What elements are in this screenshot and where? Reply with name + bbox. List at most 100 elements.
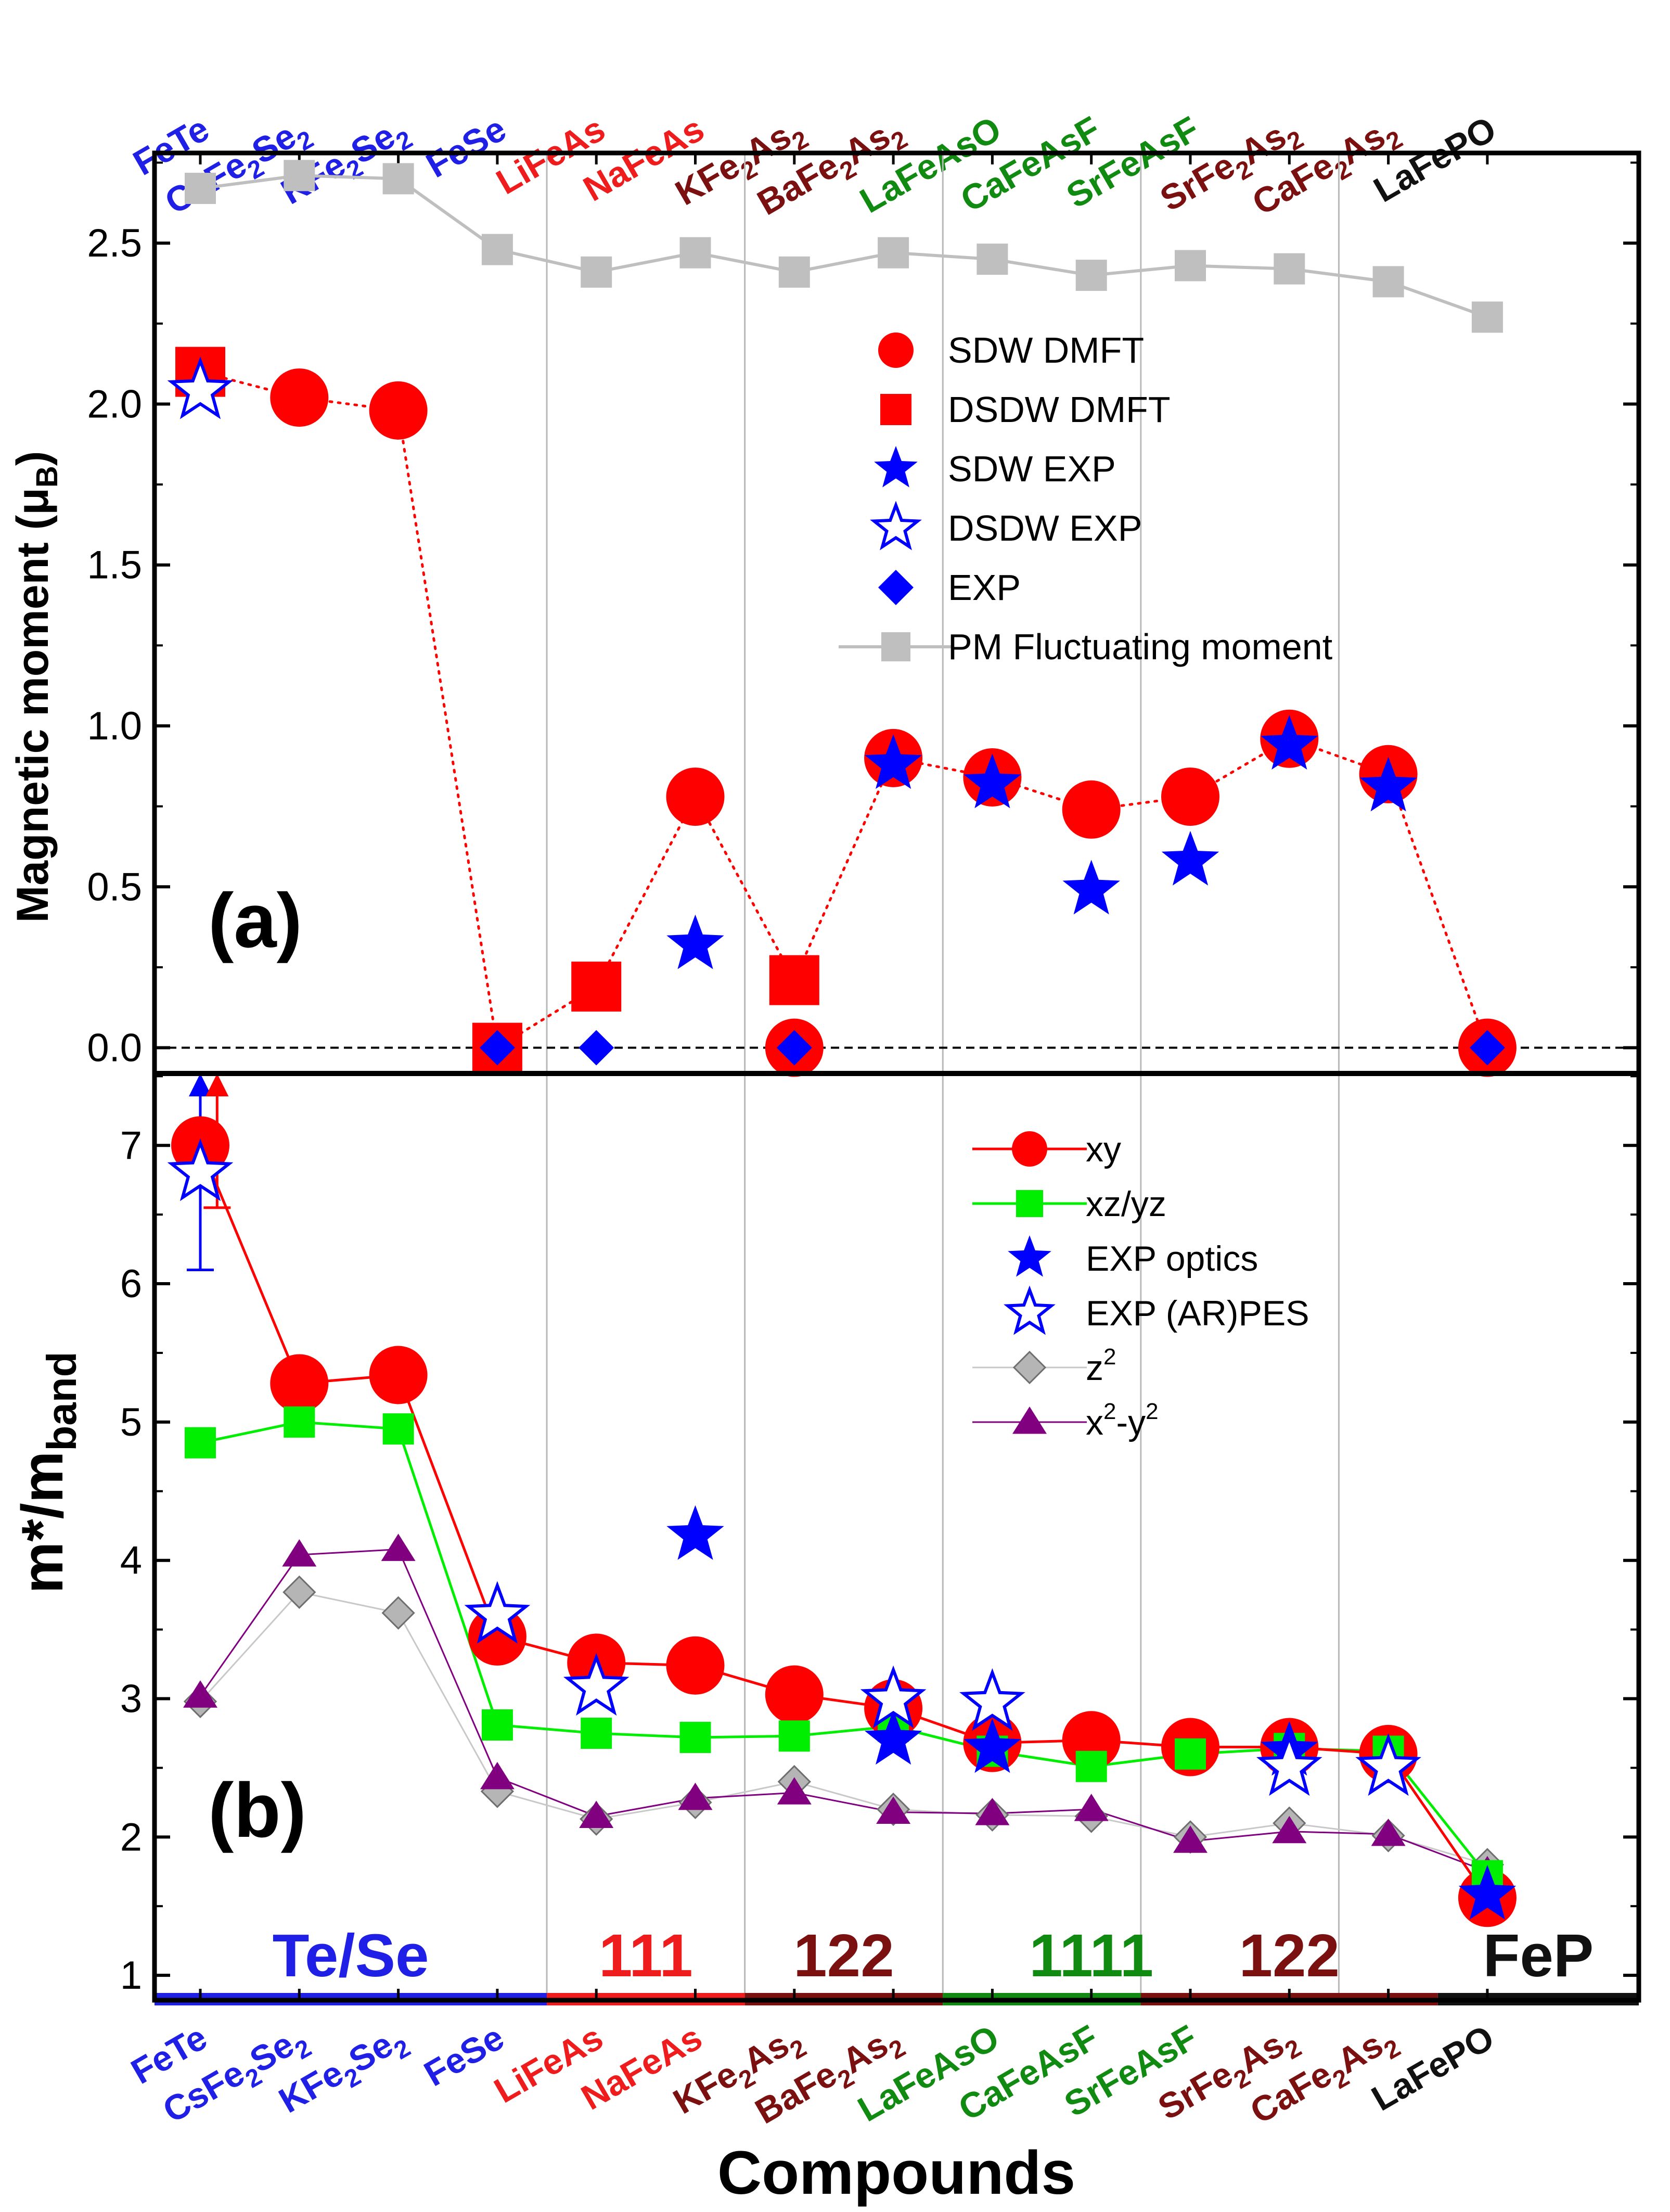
- panel-b-tick-label: 1: [120, 1953, 142, 1998]
- legend-text: z: [1086, 1348, 1103, 1388]
- exp-arpes-point: [563, 1653, 630, 1716]
- x2y2-point: [975, 1798, 1010, 1825]
- exp-point: [776, 1030, 812, 1066]
- panel-b-tick-label: 2: [120, 1815, 142, 1859]
- sdw-dmft-point: [1161, 768, 1219, 826]
- pm-point: [185, 173, 216, 204]
- sdw-dmft-point: [1062, 780, 1121, 839]
- exp-point: [479, 1030, 515, 1066]
- z2-point: [282, 1575, 316, 1609]
- xy-point: [765, 1665, 824, 1724]
- exp-point: [579, 1030, 614, 1066]
- legend-text: EXP (AR)PES: [1086, 1294, 1309, 1333]
- ylabel-end: ): [8, 451, 58, 466]
- exp-optics-point: [864, 1710, 922, 1765]
- legend-sup: 2: [1103, 1344, 1116, 1370]
- legend-marker: [1016, 1190, 1043, 1217]
- panel-b-ylabel: m*/mband: [10, 1352, 85, 1594]
- exp-arpes-point: [464, 1581, 531, 1644]
- sdw-exp-point: [1062, 860, 1120, 915]
- x2y2-point: [381, 1533, 416, 1561]
- panel-a-tick-label: 1.5: [87, 543, 142, 587]
- sdw-dmft-point: [369, 381, 428, 440]
- exp-arpes-point: [860, 1665, 927, 1729]
- legend-marker: [1012, 1131, 1047, 1167]
- pm-point: [1274, 253, 1305, 285]
- xzyz-point: [679, 1721, 711, 1753]
- xzyz-point: [778, 1720, 810, 1752]
- family-label: FeP: [1483, 1922, 1594, 1989]
- x2y2-point: [579, 1800, 614, 1828]
- sdw-exp-point: [964, 753, 1021, 809]
- legend-label: xz/yz: [1086, 1184, 1166, 1224]
- legend-marker: [1004, 1285, 1056, 1335]
- panel-a-tick-label: 1.0: [87, 704, 142, 748]
- sdw-exp-point: [1261, 715, 1318, 770]
- family-band: Te/Se 111 122 1111 122 FeP: [155, 1922, 1639, 2005]
- family-label: 1111: [1029, 1922, 1153, 1989]
- legend-text: -y: [1116, 1403, 1146, 1442]
- exp-optics-point: [666, 1505, 724, 1560]
- exp-arpes-point: [959, 1668, 1025, 1731]
- pm-point: [382, 163, 414, 195]
- legend-label: SDW EXP: [948, 449, 1116, 489]
- z2-line: [199, 1591, 1488, 1865]
- legend-marker: [1008, 1235, 1051, 1277]
- error-arrow: [189, 1073, 212, 1096]
- pm-point: [679, 237, 711, 268]
- z2-point: [381, 1596, 415, 1630]
- pm-point: [778, 256, 810, 288]
- panel-a-tick-label: 0.0: [87, 1026, 142, 1070]
- pm-point: [1075, 260, 1107, 291]
- sdw-exp-point: [1359, 757, 1417, 812]
- pm-point: [1372, 266, 1404, 298]
- x2y2-point: [183, 1680, 217, 1708]
- x2y2-point: [1074, 1794, 1109, 1821]
- ylabel-main: Magnetic moment (μ: [8, 488, 58, 923]
- x2y2-point: [1173, 1825, 1207, 1853]
- plot-frame: [152, 150, 1641, 2003]
- xzyz-point: [1075, 1750, 1107, 1782]
- dsdw-dmft-point: [571, 961, 622, 1012]
- xzyz-point: [581, 1717, 612, 1749]
- pm-line: [200, 174, 1488, 319]
- pm-point: [1175, 250, 1206, 282]
- exp-optics-point: [964, 1718, 1021, 1773]
- x2y2-point: [1371, 1819, 1406, 1846]
- x2y2-point: [876, 1796, 911, 1824]
- legend-marker: [880, 394, 911, 425]
- panel-b-separators: [546, 1073, 1340, 2000]
- xzyz-point: [185, 1427, 216, 1459]
- panel-a-tick-label: 2.0: [87, 382, 142, 426]
- legend-label: EXP: [948, 567, 1021, 608]
- family-label: 122: [793, 1922, 894, 1989]
- legend-marker: [1012, 1407, 1047, 1434]
- family-label: 111: [599, 1922, 693, 1989]
- pm-point: [1471, 301, 1503, 333]
- xy-point: [468, 1607, 526, 1666]
- error-arrow: [205, 1073, 229, 1096]
- panel-a-label: (a): [208, 878, 302, 964]
- bottom-label-3: KFe2Se2: [273, 2017, 416, 2127]
- panel-b-tick-label: 5: [120, 1400, 142, 1444]
- dmft-path: [199, 370, 1489, 1050]
- legend-marker: [878, 570, 914, 605]
- panel-a-markers: [167, 347, 1517, 1077]
- panel-b-markers: [167, 1116, 1517, 1927]
- x2y2-point: [678, 1782, 713, 1810]
- sdw-exp-point: [666, 914, 724, 969]
- legend-label: EXP optics: [1086, 1239, 1258, 1278]
- legend-label: DSDW EXP: [948, 508, 1142, 548]
- sdw-exp-point: [864, 734, 922, 789]
- xzyz-point: [481, 1709, 513, 1741]
- legend-text: x: [1086, 1403, 1103, 1442]
- sdw-dmft-point: [270, 368, 329, 427]
- sdw-dmft-point: [666, 768, 725, 826]
- xzyz-point: [284, 1406, 315, 1438]
- legend-label: EXP (AR)PES: [1086, 1294, 1309, 1333]
- exp-arpes-point: [1256, 1733, 1322, 1796]
- exp-point: [1469, 1030, 1505, 1066]
- top-compound-labels: FeTeCsFe2Se2KFe2Se2FeSeLiFeAsNaFeAsKFe2A…: [126, 109, 1502, 223]
